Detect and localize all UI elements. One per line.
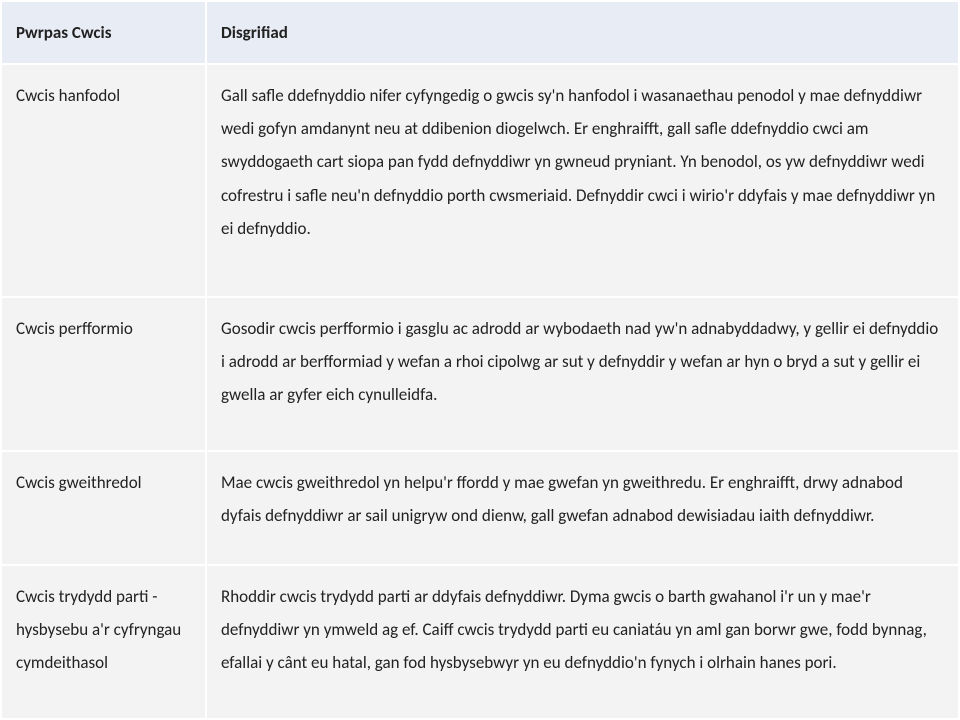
table-head: Pwrpas Cwcis Disgrifiad [1,1,959,64]
table-header-row: Pwrpas Cwcis Disgrifiad [1,1,959,64]
cell-description: Gosodir cwcis perfformio i gasglu ac adr… [206,297,959,451]
table-row: Cwcis trydydd parti - hysbysebu a'r cyfr… [1,565,959,719]
cell-purpose: Cwcis hanfodol [1,64,206,297]
table-row: Cwcis perfformio Gosodir cwcis perfformi… [1,297,959,451]
cell-purpose: Cwcis perfformio [1,297,206,451]
col-header-purpose: Pwrpas Cwcis [1,1,206,64]
cell-description: Rhoddir cwcis trydydd parti ar ddyfais d… [206,565,959,719]
cookie-table: Pwrpas Cwcis Disgrifiad Cwcis hanfodol G… [0,0,960,720]
table-row: Cwcis hanfodol Gall safle ddefnyddio nif… [1,64,959,297]
col-header-description: Disgrifiad [206,1,959,64]
cell-description: Gall safle ddefnyddio nifer cyfyngedig o… [206,64,959,297]
table-row: Cwcis gweithredol Mae cwcis gweithredol … [1,451,959,565]
cell-purpose: Cwcis gweithredol [1,451,206,565]
cell-purpose: Cwcis trydydd parti - hysbysebu a'r cyfr… [1,565,206,719]
table-body: Cwcis hanfodol Gall safle ddefnyddio nif… [1,64,959,719]
cell-description: Mae cwcis gweithredol yn helpu'r ffordd … [206,451,959,565]
page-root: Pwrpas Cwcis Disgrifiad Cwcis hanfodol G… [0,0,960,720]
